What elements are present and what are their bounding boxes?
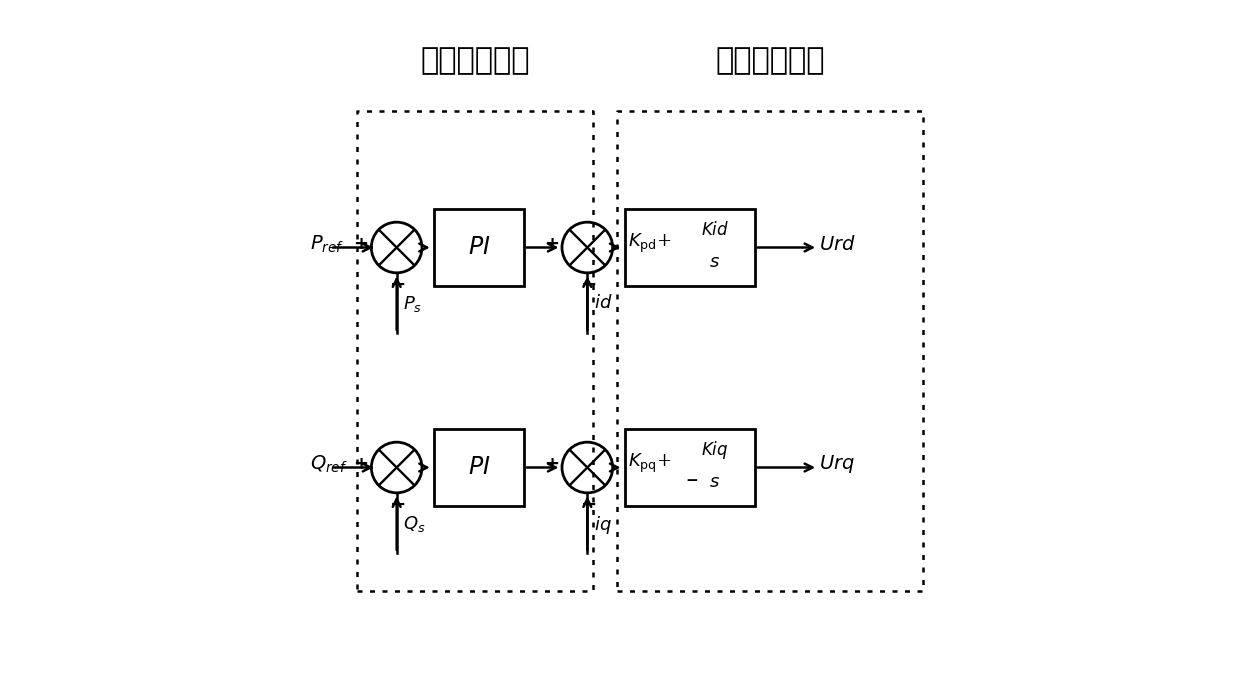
- Text: $K_{\mathrm{pq}}$+: $K_{\mathrm{pq}}$+: [627, 452, 672, 475]
- Bar: [625, 209, 755, 286]
- Text: +: +: [353, 235, 368, 253]
- Text: $Urd$: $Urd$: [820, 235, 856, 254]
- Text: $K_{\mathrm{pd}}$+: $K_{\mathrm{pd}}$+: [627, 232, 672, 255]
- Text: −: −: [389, 495, 407, 514]
- Text: $Q_{ref}$: $Q_{ref}$: [310, 454, 348, 475]
- Bar: [625, 429, 755, 506]
- Text: 电流内环控制: 电流内环控制: [715, 47, 825, 76]
- Text: 功率外环控制: 功率外环控制: [420, 47, 529, 76]
- Text: $Kid$: $Kid$: [701, 221, 729, 239]
- Text: −: −: [684, 472, 698, 488]
- Text: +: +: [544, 455, 559, 473]
- Text: $P_{ref}$: $P_{ref}$: [310, 234, 345, 255]
- Text: $s$: $s$: [709, 253, 720, 271]
- Text: $P_s$: $P_s$: [403, 294, 423, 314]
- Text: −: −: [580, 275, 596, 294]
- Text: $id$: $id$: [594, 294, 613, 312]
- Text: −: −: [580, 495, 596, 514]
- Text: $PI$: $PI$: [467, 456, 490, 479]
- Bar: [434, 429, 525, 506]
- Bar: [434, 209, 525, 286]
- Text: $s$: $s$: [709, 473, 720, 491]
- Text: +: +: [353, 455, 368, 473]
- Text: $Urq$: $Urq$: [820, 453, 856, 475]
- Text: +: +: [544, 235, 559, 253]
- Text: $Q_s$: $Q_s$: [403, 514, 425, 534]
- Text: $PI$: $PI$: [467, 236, 490, 259]
- Text: $Kiq$: $Kiq$: [701, 439, 728, 461]
- Text: −: −: [389, 275, 407, 294]
- Text: $iq$: $iq$: [594, 514, 611, 536]
